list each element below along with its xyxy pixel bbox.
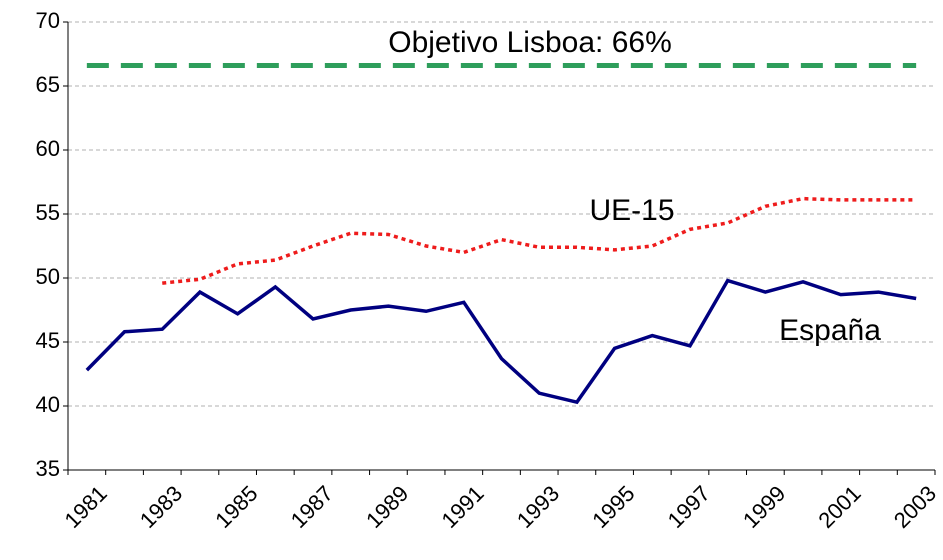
series-label: Objetivo Lisboa: 66% [388, 26, 672, 59]
x-tick-label: 1995 [587, 481, 639, 533]
x-tick-label: 1989 [361, 481, 413, 533]
x-tick-label: 1997 [663, 481, 715, 533]
y-tick-label: 60 [36, 136, 60, 161]
y-tick-label: 45 [36, 328, 60, 353]
series-line [162, 196, 917, 285]
series-label: España [779, 314, 881, 347]
y-tick-label: 55 [36, 200, 60, 225]
x-tick-label: 1987 [286, 481, 338, 533]
series-label: UE-15 [589, 194, 674, 227]
x-tick-label: 2003 [889, 481, 941, 533]
x-tick-label: 1991 [436, 481, 488, 533]
x-tick-label: 1983 [135, 481, 187, 533]
y-tick-label: 40 [36, 392, 60, 417]
x-tick-label: 2001 [813, 481, 865, 533]
x-tick-label: 1981 [60, 481, 112, 533]
x-tick-label: 1993 [512, 481, 564, 533]
x-tick-label: 1999 [738, 481, 790, 533]
y-tick-label: 35 [36, 456, 60, 481]
y-tick-label: 50 [36, 264, 60, 289]
y-tick-label: 70 [36, 8, 60, 33]
y-tick-label: 65 [36, 72, 60, 97]
series-line [85, 278, 917, 405]
x-tick-label: 1985 [210, 481, 262, 533]
